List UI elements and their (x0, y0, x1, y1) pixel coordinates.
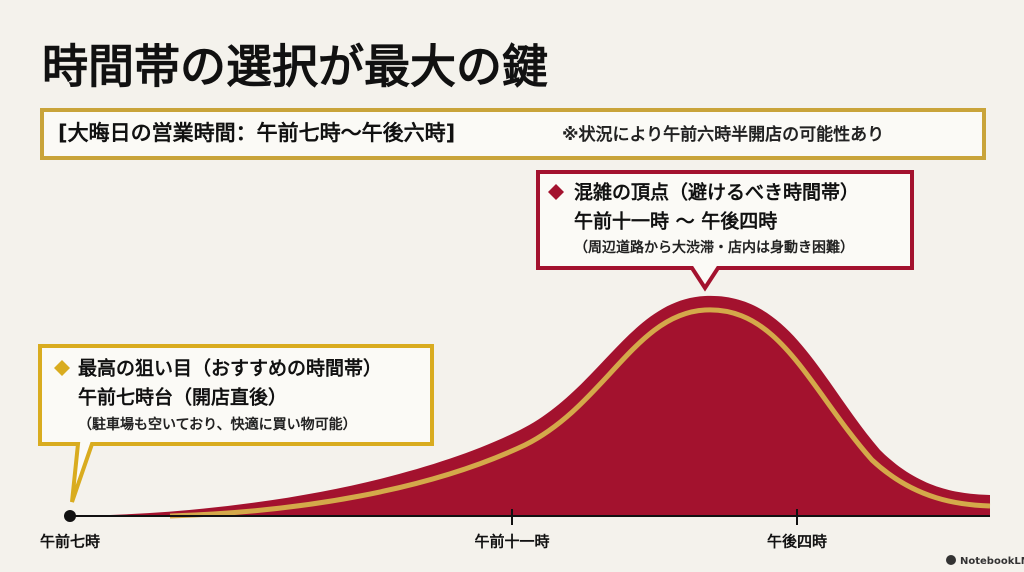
axis-label: 午前七時 (40, 533, 100, 551)
callout-note: （周辺道路から大渋滞・店内は身動き困難） (574, 239, 854, 256)
callout-time: 午前十一時 〜 午後四時 (574, 210, 777, 233)
crowd-curve (70, 295, 990, 516)
axis-start-dot (64, 510, 76, 522)
diamond-bullet (548, 184, 564, 200)
subtitle-note: ※状況により午前六時半開店の可能性あり (562, 124, 884, 145)
curve-stripe (169, 307, 991, 519)
watermark: NotebookLM (960, 556, 1024, 567)
watermark-icon (946, 555, 956, 565)
subtitle-box (40, 108, 986, 160)
diamond-bullet (54, 360, 70, 376)
axis-label: 午前十一時 (474, 533, 549, 551)
subtitle-main: [大晦日の営業時間：午前七時〜午後六時] (58, 121, 455, 145)
callout-time: 午前七時台（開店直後） (78, 386, 287, 409)
callout-best (38, 344, 434, 503)
callout-peak (536, 170, 914, 292)
callout-heading: 混雑の頂点（避けるべき時間帯） (574, 181, 859, 204)
axis-label: 午後四時 (767, 533, 827, 551)
callout-note: （駐車場も空いており、快適に買い物可能） (78, 416, 357, 433)
callout-heading: 最高の狙い目（おすすめの時間帯） (78, 357, 382, 380)
title: 時間帯の選択が最大の鍵 (42, 40, 548, 94)
